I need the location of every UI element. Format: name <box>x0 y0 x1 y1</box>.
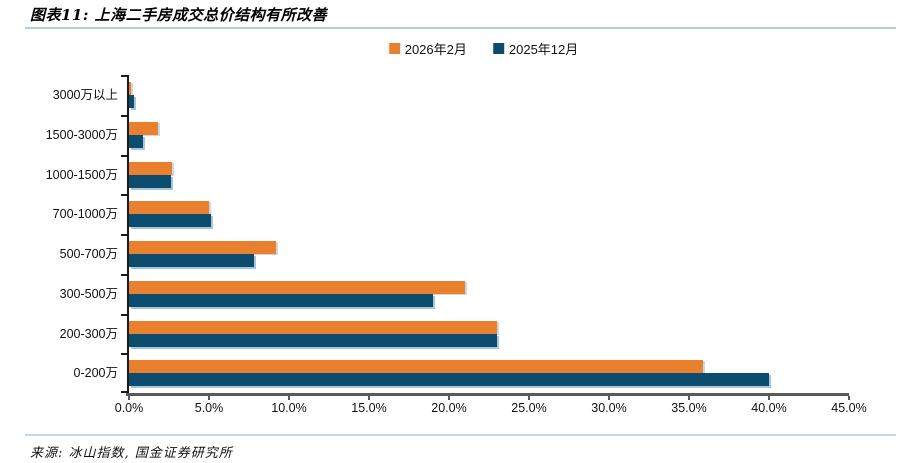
y-tick <box>121 194 127 196</box>
bar-2026年2月-200-300万 <box>129 320 497 334</box>
bar-2025年12月-0-200万 <box>129 373 769 387</box>
chart-legend: 2026年2月 2025年12月 <box>388 39 579 58</box>
x-tick-label: 45.0% <box>831 401 867 415</box>
bar-2025年12月-700-1000万 <box>129 214 211 228</box>
bar-2025年12月-3000万以上 <box>129 95 134 108</box>
category-label: 200-300万 <box>59 326 118 341</box>
x-tick <box>768 396 770 400</box>
category-label: 700-1000万 <box>52 207 118 222</box>
bar-2025年12月-500-700万 <box>129 254 254 267</box>
x-tick-label: 40.0% <box>751 401 787 415</box>
x-tick <box>288 396 290 400</box>
x-tick <box>688 396 690 400</box>
y-tick <box>121 75 127 77</box>
y-tick <box>121 314 127 316</box>
y-tick <box>121 155 127 157</box>
x-tick <box>208 396 210 400</box>
x-tick <box>848 396 850 400</box>
footer-divider <box>25 434 896 436</box>
legend-item-0: 2026年2月 <box>388 39 467 58</box>
category-label: 0-200万 <box>73 366 118 381</box>
x-tick <box>448 396 450 400</box>
x-tick-label: 30.0% <box>591 401 627 415</box>
category-label: 3000万以上 <box>52 88 118 102</box>
x-tick <box>368 396 370 400</box>
bar-2026年2月-1000-1500万 <box>129 161 173 175</box>
x-tick-label: 25.0% <box>511 401 547 415</box>
x-tick-label: 0.0% <box>114 401 144 415</box>
chart-title: 图表11: 上海二手房成交总价结构有所改善 <box>30 6 328 24</box>
category-label: 1500-3000万 <box>45 127 118 142</box>
category-label: 300-500万 <box>59 286 118 301</box>
bar-2025年12月-1500-3000万 <box>129 134 144 148</box>
x-tick-label: 5.0% <box>194 401 224 415</box>
y-axis-line <box>127 75 129 393</box>
legend-item-1: 2025年12月 <box>492 39 579 58</box>
bar-2026年2月-0-200万 <box>129 360 704 374</box>
y-tick <box>121 353 127 355</box>
x-axis-line <box>126 393 849 396</box>
source-note: 来源: 冰山指数, 国金证券研究所 <box>30 446 233 461</box>
x-tick-label: 15.0% <box>351 401 387 415</box>
x-tick <box>608 396 610 400</box>
bar-2026年2月-3000万以上 <box>129 82 131 95</box>
bar-2026年2月-700-1000万 <box>129 201 209 215</box>
x-tick-label: 10.0% <box>271 401 307 415</box>
y-tick <box>121 274 127 276</box>
legend-swatch-icon <box>492 43 504 54</box>
category-label: 1000-1500万 <box>45 167 118 182</box>
y-tick <box>121 391 127 393</box>
bar-2026年2月-300-500万 <box>129 280 465 294</box>
x-tick <box>128 396 130 400</box>
bar-2025年12月-1000-1500万 <box>129 174 171 188</box>
legend-label: 2025年12月 <box>508 42 579 57</box>
title-divider <box>25 27 896 29</box>
category-label: 500-700万 <box>59 247 118 261</box>
bar-2025年12月-300-500万 <box>129 293 433 307</box>
x-tick <box>528 396 530 400</box>
y-tick <box>121 234 127 236</box>
x-tick-label: 20.0% <box>431 401 467 415</box>
x-tick-label: 35.0% <box>671 401 707 415</box>
bar-2025年12月-200-300万 <box>129 333 497 347</box>
bar-2026年2月-1500-3000万 <box>129 121 158 135</box>
bar-chart-plot-area <box>129 75 849 393</box>
y-tick <box>121 115 127 117</box>
bar-2026年2月-500-700万 <box>129 241 277 254</box>
legend-swatch-icon <box>388 43 400 54</box>
legend-label: 2026年2月 <box>404 42 467 57</box>
